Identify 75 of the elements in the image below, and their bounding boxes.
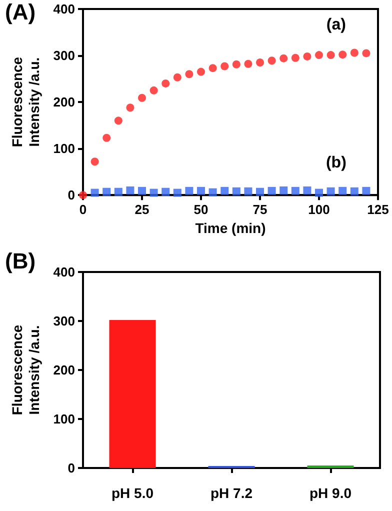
y-tick-label: 200 bbox=[53, 94, 75, 110]
point bbox=[138, 186, 146, 195]
point bbox=[102, 188, 111, 196]
point bbox=[256, 58, 264, 66]
point bbox=[268, 56, 276, 65]
point bbox=[150, 86, 158, 94]
point bbox=[244, 187, 252, 196]
x-tick-label: 75 bbox=[252, 202, 268, 218]
point bbox=[350, 48, 358, 57]
y-tick-label: 400 bbox=[53, 2, 75, 16]
y-tick-label: 400 bbox=[53, 264, 75, 280]
x-tick-label: 100 bbox=[308, 202, 330, 218]
point bbox=[126, 104, 134, 112]
point bbox=[197, 68, 205, 76]
point bbox=[244, 60, 252, 68]
point bbox=[291, 54, 300, 62]
point bbox=[208, 64, 217, 72]
x-tick-label: pH 5.0 bbox=[111, 485, 154, 501]
point bbox=[150, 188, 158, 197]
y-tick-label: 300 bbox=[53, 314, 75, 328]
series-label: (a) bbox=[326, 16, 346, 34]
x-tick-label: pH 9.0 bbox=[309, 485, 352, 501]
chart-title: (A) bbox=[5, 0, 36, 24]
y-tick-label: 0 bbox=[68, 188, 75, 203]
point bbox=[362, 49, 370, 58]
point bbox=[232, 60, 240, 68]
point bbox=[90, 188, 99, 197]
point bbox=[350, 187, 358, 196]
bar bbox=[109, 320, 156, 468]
series-label: (b) bbox=[326, 154, 346, 172]
point bbox=[185, 70, 194, 78]
point bbox=[138, 94, 146, 102]
point bbox=[291, 186, 300, 195]
point bbox=[232, 187, 240, 196]
point bbox=[303, 52, 312, 60]
point bbox=[208, 188, 217, 196]
point bbox=[256, 188, 264, 196]
y-axis-title: Fluorescence Intensity /a.u. bbox=[8, 324, 42, 416]
point bbox=[126, 186, 134, 194]
point bbox=[338, 186, 347, 195]
point bbox=[303, 186, 312, 194]
point bbox=[326, 51, 335, 60]
y-tick-label: 100 bbox=[53, 412, 75, 426]
point bbox=[220, 62, 229, 70]
y-tick-label: 0 bbox=[68, 460, 75, 476]
y-axis-title: Fluorescence Intensity /a.u. bbox=[8, 56, 42, 148]
x-tick-label: 0 bbox=[79, 202, 87, 218]
point bbox=[315, 51, 323, 60]
x-tick-label: pH 7.2 bbox=[210, 485, 253, 501]
point bbox=[102, 134, 111, 142]
x-tick-label: 25 bbox=[134, 202, 150, 218]
point bbox=[197, 186, 205, 195]
point bbox=[185, 186, 194, 195]
y-tick-label: 100 bbox=[53, 141, 75, 156]
point bbox=[162, 188, 170, 196]
x-tick-label: 50 bbox=[194, 202, 208, 218]
point bbox=[280, 54, 288, 62]
point bbox=[220, 186, 229, 195]
point bbox=[90, 158, 99, 166]
point bbox=[173, 73, 182, 82]
point bbox=[162, 79, 170, 88]
point bbox=[268, 186, 276, 195]
y-tick-label: 200 bbox=[53, 362, 75, 378]
point bbox=[362, 186, 370, 195]
point bbox=[173, 188, 182, 197]
y-tick-label: 300 bbox=[53, 48, 75, 64]
chart-title: (B) bbox=[5, 248, 36, 274]
point bbox=[114, 188, 122, 196]
x-tick-label: 125 bbox=[367, 202, 389, 218]
x-axis-title: Time (min) bbox=[195, 220, 266, 236]
point bbox=[280, 186, 288, 194]
point bbox=[114, 116, 122, 125]
point bbox=[315, 188, 323, 197]
point bbox=[326, 187, 335, 196]
point bbox=[338, 50, 347, 59]
